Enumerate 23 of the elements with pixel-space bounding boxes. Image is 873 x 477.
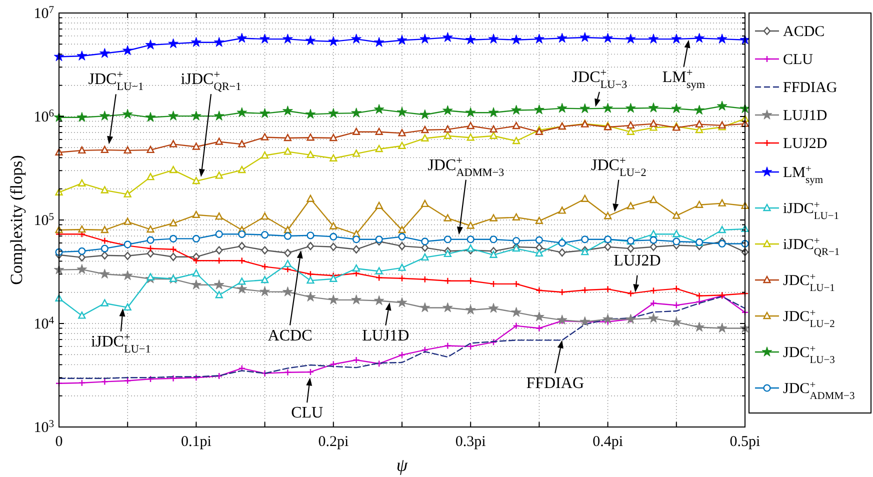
annotation: LUJ1D [362,327,410,344]
legend-label: ACDC [783,24,825,40]
legend-label: CLU [783,52,814,68]
annotation: LUJ2D [614,252,661,270]
x-tick-label: 0 [55,434,63,450]
annotation: FFDIAG [526,375,584,392]
x-tick-label: 0.2pi [318,434,349,450]
x-tick-label: 0.4pi [592,434,624,450]
legend-label: LUJ1D [783,108,828,124]
x-axis-title: ψ [396,455,408,475]
x-tick-label: 0.3pi [455,434,486,450]
legend-label: LUJ2D [783,136,828,152]
annotation: CLU [291,404,324,422]
y-tick-label: 10$^{7}$ [34,4,54,22]
x-tick-label: 0.1pi [180,434,212,450]
y-tick-label: 10$^{6}$ [34,108,54,126]
y-axis-title: Complexity (flops) [7,155,26,285]
y-tick-label: 10$^{3}$ [34,418,54,436]
annotation: ACDC [268,327,312,344]
y-tick-label: 10$^{4}$ [34,315,55,332]
legend-label: FFDIAG [783,80,838,96]
x-tick-label: 0.5pi [730,434,760,450]
y-tick-label: 10$^{5}$ [34,212,54,229]
